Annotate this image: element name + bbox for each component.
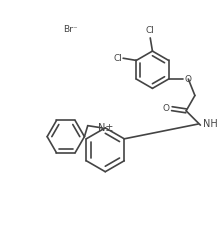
Text: O: O — [162, 104, 169, 113]
Text: NH: NH — [203, 119, 217, 129]
Text: O: O — [185, 74, 192, 83]
Text: N±: N± — [98, 123, 113, 133]
Text: Br⁻: Br⁻ — [63, 25, 78, 34]
Text: Cl: Cl — [113, 54, 122, 63]
Text: Cl: Cl — [146, 26, 155, 35]
